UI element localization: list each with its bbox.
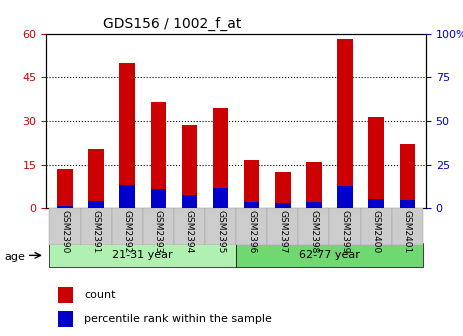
Text: GSM2400: GSM2400	[372, 210, 381, 253]
Bar	[267, 208, 298, 245]
Bar	[213, 108, 228, 208]
Text: 21-31 year: 21-31 year	[113, 250, 173, 260]
Text: GSM2391: GSM2391	[92, 210, 100, 254]
Text: GSM2395: GSM2395	[216, 210, 225, 254]
Bar	[57, 206, 73, 208]
Text: GSM2401: GSM2401	[403, 210, 412, 253]
Text: GSM2396: GSM2396	[247, 210, 256, 254]
Text: GSM2395: GSM2395	[216, 210, 225, 257]
Bar	[236, 208, 267, 245]
Text: GSM2396: GSM2396	[247, 210, 257, 257]
Text: GSM2398: GSM2398	[309, 210, 319, 257]
Text: GSM2393: GSM2393	[154, 210, 163, 254]
Bar	[150, 189, 166, 208]
Text: percentile rank within the sample: percentile rank within the sample	[84, 314, 272, 324]
Bar	[400, 200, 415, 208]
Text: GSM2398: GSM2398	[309, 210, 319, 254]
Bar	[400, 144, 415, 208]
Text: GSM2399: GSM2399	[341, 210, 350, 254]
Text: GSM2394: GSM2394	[184, 210, 194, 257]
Bar	[330, 208, 361, 245]
Text: GDS156 / 1002_f_at: GDS156 / 1002_f_at	[103, 17, 242, 31]
Text: GSM2394: GSM2394	[185, 210, 194, 253]
Bar	[244, 202, 259, 208]
Text: GSM2399: GSM2399	[340, 210, 350, 257]
Bar	[213, 188, 228, 208]
Bar	[369, 199, 384, 208]
Bar	[369, 117, 384, 208]
Bar	[88, 149, 104, 208]
Bar	[174, 208, 205, 245]
FancyBboxPatch shape	[236, 243, 423, 267]
Text: GSM2401: GSM2401	[402, 210, 412, 257]
Bar	[392, 208, 423, 245]
Bar	[150, 102, 166, 208]
Bar	[337, 185, 353, 208]
Bar	[306, 202, 322, 208]
Bar	[244, 160, 259, 208]
Text: GSM2393: GSM2393	[153, 210, 163, 257]
Bar	[50, 208, 81, 245]
Bar	[205, 208, 236, 245]
Bar	[143, 208, 174, 245]
Text: GSM2390: GSM2390	[61, 210, 69, 254]
Bar	[57, 169, 73, 208]
Text: GSM2397: GSM2397	[278, 210, 288, 254]
Text: GSM2390: GSM2390	[60, 210, 70, 257]
Bar	[337, 39, 353, 208]
Bar	[112, 208, 143, 245]
Bar	[58, 311, 73, 327]
Bar	[58, 287, 73, 303]
Text: GSM2392: GSM2392	[123, 210, 131, 253]
Bar	[298, 208, 330, 245]
Text: GSM2392: GSM2392	[122, 210, 132, 257]
Bar	[119, 63, 135, 208]
Bar	[181, 195, 197, 208]
Bar	[181, 125, 197, 208]
Text: age: age	[5, 252, 25, 262]
Bar	[306, 162, 322, 208]
Bar	[275, 203, 291, 208]
Text: GSM2400: GSM2400	[371, 210, 381, 257]
Text: GSM2397: GSM2397	[278, 210, 288, 257]
Bar	[275, 172, 291, 208]
Text: 62-77 year: 62-77 year	[299, 250, 360, 260]
Bar	[119, 185, 135, 208]
Bar	[88, 201, 104, 208]
Text: count: count	[84, 290, 116, 300]
Text: GSM2391: GSM2391	[91, 210, 101, 257]
Bar	[81, 208, 112, 245]
Bar	[361, 208, 392, 245]
FancyBboxPatch shape	[50, 243, 236, 267]
